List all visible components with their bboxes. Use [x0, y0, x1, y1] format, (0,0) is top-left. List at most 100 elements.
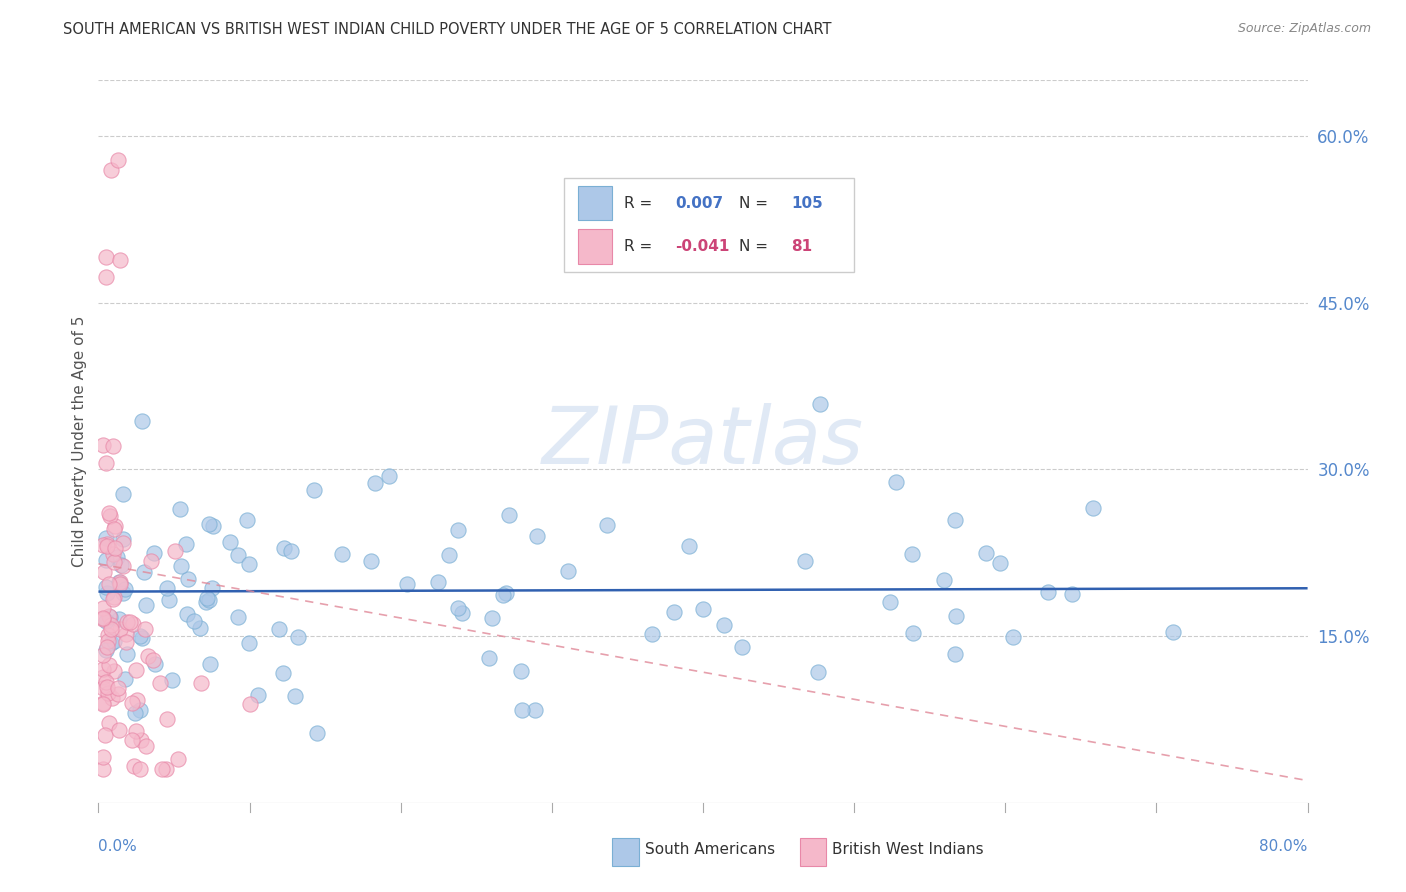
Point	[287, 630, 309, 644]
Point	[103, 634, 125, 648]
Text: N =: N =	[740, 239, 773, 254]
Point	[105, 549, 128, 564]
Point	[94, 270, 117, 285]
Point	[129, 733, 152, 747]
Point	[169, 502, 191, 516]
Point	[794, 554, 817, 568]
Point	[98, 610, 121, 624]
Point	[108, 577, 131, 591]
Point	[103, 547, 125, 561]
Point	[447, 524, 470, 538]
Point	[94, 581, 117, 595]
Point	[142, 653, 165, 667]
Point	[641, 626, 664, 640]
Point	[284, 689, 307, 703]
Point	[97, 716, 120, 731]
Point	[121, 733, 143, 747]
Point	[131, 631, 153, 645]
Point	[96, 250, 118, 264]
Point	[125, 663, 148, 677]
Point	[238, 557, 260, 571]
Point	[163, 543, 186, 558]
Point	[104, 541, 127, 556]
Point	[91, 538, 114, 552]
Text: 0.007: 0.007	[675, 195, 723, 211]
Point	[194, 595, 217, 609]
Point	[134, 622, 156, 636]
Point	[111, 533, 134, 547]
Point	[143, 657, 166, 671]
Point	[108, 575, 131, 590]
Point	[1002, 630, 1025, 644]
Point	[124, 706, 146, 721]
Point	[104, 518, 127, 533]
Point	[238, 636, 260, 650]
FancyBboxPatch shape	[564, 178, 855, 272]
Point	[246, 688, 269, 702]
Point	[96, 640, 118, 655]
Point	[91, 648, 114, 662]
Point	[150, 763, 173, 777]
FancyBboxPatch shape	[578, 229, 613, 264]
Point	[91, 438, 114, 452]
Point	[157, 593, 180, 607]
Point	[197, 593, 219, 607]
Text: 105: 105	[792, 195, 823, 211]
Point	[155, 763, 177, 777]
Point	[103, 523, 125, 537]
Point	[228, 609, 250, 624]
Point	[107, 723, 129, 737]
Point	[97, 628, 120, 642]
Point	[271, 665, 294, 680]
Point	[183, 614, 205, 628]
Point	[100, 690, 122, 705]
Point	[713, 617, 735, 632]
Point	[596, 517, 619, 532]
Point	[360, 554, 382, 568]
Point	[91, 611, 114, 625]
Point	[111, 536, 134, 550]
Point	[93, 611, 115, 625]
Point	[198, 657, 221, 671]
Point	[96, 674, 118, 689]
Point	[94, 531, 117, 545]
Point	[177, 572, 200, 586]
Point	[91, 749, 114, 764]
Point	[156, 713, 179, 727]
Point	[976, 546, 998, 560]
Text: N =: N =	[740, 195, 773, 211]
Point	[273, 541, 295, 555]
Point	[91, 601, 114, 615]
Point	[176, 607, 198, 622]
Point	[395, 577, 418, 591]
Point	[174, 537, 197, 551]
Point	[364, 475, 387, 490]
Point	[557, 564, 579, 578]
Point	[94, 643, 117, 657]
Point	[103, 439, 125, 453]
FancyBboxPatch shape	[800, 838, 827, 865]
Text: SOUTH AMERICAN VS BRITISH WEST INDIAN CHILD POVERTY UNDER THE AGE OF 5 CORRELATI: SOUTH AMERICAN VS BRITISH WEST INDIAN CH…	[63, 22, 832, 37]
Point	[112, 586, 135, 600]
Point	[156, 581, 179, 595]
Point	[988, 556, 1011, 570]
Point	[129, 629, 152, 643]
Point	[115, 615, 138, 629]
Point	[108, 574, 131, 589]
Point	[201, 519, 224, 533]
Point	[100, 636, 122, 650]
Point	[524, 703, 547, 717]
Point	[129, 763, 152, 777]
Point	[96, 586, 118, 600]
Point	[107, 153, 129, 167]
Point	[426, 575, 449, 590]
Point	[97, 658, 120, 673]
Point	[136, 648, 159, 663]
Point	[170, 558, 193, 573]
Point	[1081, 501, 1104, 516]
Point	[100, 617, 122, 632]
Point	[884, 475, 907, 490]
Point	[117, 648, 139, 662]
Point	[96, 539, 118, 553]
Point	[114, 673, 136, 687]
